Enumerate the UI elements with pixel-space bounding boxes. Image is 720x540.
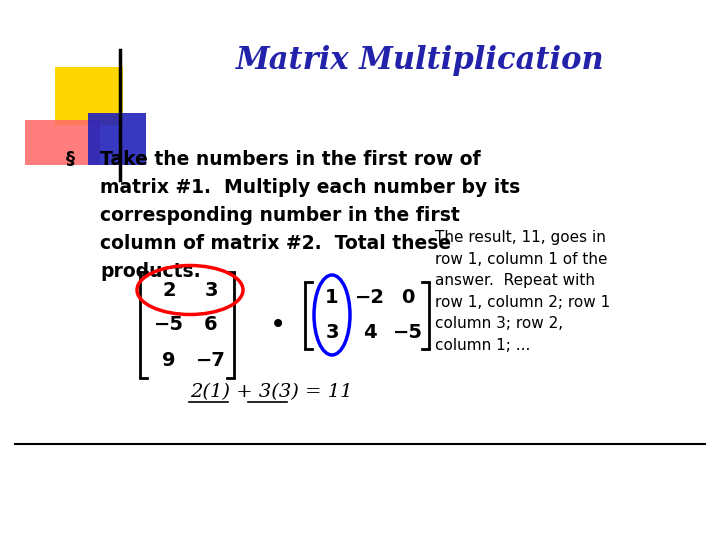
Bar bbox=[25, 120, 100, 165]
Text: 6: 6 bbox=[204, 315, 218, 334]
Text: corresponding number in the first: corresponding number in the first bbox=[100, 206, 460, 225]
Text: products.: products. bbox=[100, 262, 201, 281]
Bar bbox=[88, 113, 146, 165]
Text: 2: 2 bbox=[162, 280, 176, 300]
Text: 3: 3 bbox=[204, 280, 217, 300]
Text: Take the numbers in the first row of: Take the numbers in the first row of bbox=[100, 150, 481, 169]
Text: 2(1) + 3(3) = 11: 2(1) + 3(3) = 11 bbox=[190, 383, 353, 401]
Text: −5: −5 bbox=[393, 323, 423, 342]
Text: 1: 1 bbox=[325, 288, 339, 307]
Text: column of matrix #2.  Total these: column of matrix #2. Total these bbox=[100, 234, 451, 253]
Text: −5: −5 bbox=[154, 315, 184, 334]
Text: Matrix Multiplication: Matrix Multiplication bbox=[235, 44, 604, 76]
Text: •: • bbox=[270, 311, 286, 339]
Text: 3: 3 bbox=[325, 323, 338, 342]
Text: 9: 9 bbox=[162, 350, 176, 369]
Text: 4: 4 bbox=[363, 323, 377, 342]
Text: 0: 0 bbox=[401, 288, 415, 307]
Text: The result, 11, goes in
row 1, column 1 of the
answer.  Repeat with
row 1, colum: The result, 11, goes in row 1, column 1 … bbox=[435, 230, 611, 353]
Text: −7: −7 bbox=[196, 350, 226, 369]
Bar bbox=[55, 67, 123, 125]
Text: matrix #1.  Multiply each number by its: matrix #1. Multiply each number by its bbox=[100, 178, 521, 197]
Text: −2: −2 bbox=[355, 288, 385, 307]
Text: §: § bbox=[66, 150, 74, 168]
